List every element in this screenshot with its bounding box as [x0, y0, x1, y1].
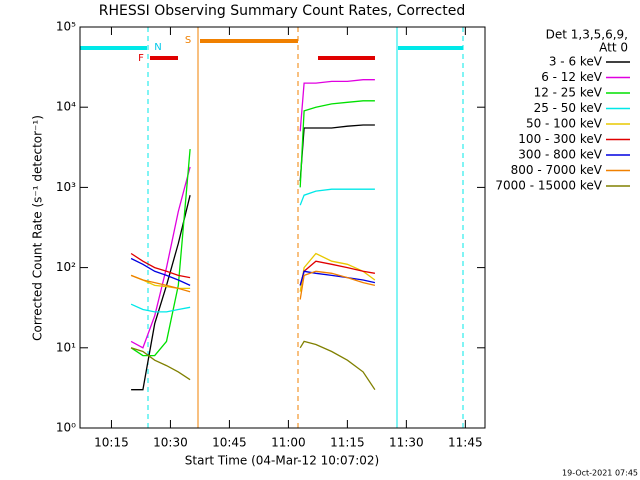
- legend-label: 25 - 50 keV: [534, 101, 603, 115]
- plot-frame: [79, 26, 486, 429]
- legend-title: Att 0: [599, 41, 628, 55]
- y-tick-label: 10⁵: [56, 20, 76, 34]
- y-tick-label: 10¹: [56, 340, 76, 354]
- series-line: [130, 100, 375, 357]
- x-tick-label: 11:15: [330, 436, 365, 450]
- x-axis-label: Start Time (04-Mar-12 10:07:02): [185, 454, 379, 468]
- annotation: N: [154, 42, 161, 53]
- y-tick-label: 10⁴: [56, 100, 76, 114]
- series-line: [130, 188, 375, 313]
- x-tick-label: 11:00: [271, 436, 306, 450]
- y-tick-label: 10²: [56, 260, 76, 274]
- y-tick-label: 10⁰: [56, 421, 76, 435]
- legend-label: 50 - 100 keV: [526, 117, 603, 131]
- legend-title: Det 1,3,5,6,9,: [546, 28, 628, 42]
- chart-title: RHESSI Observing Summary Count Rates, Co…: [99, 3, 465, 19]
- legend-label: 7000 - 15000 keV: [495, 179, 602, 193]
- x-tick-label: 10:30: [153, 436, 188, 450]
- series-line: [131, 124, 375, 391]
- legend-label: 3 - 6 keV: [549, 55, 603, 69]
- x-tick-label: 10:45: [212, 436, 247, 450]
- legend-label: 6 - 12 keV: [541, 70, 603, 84]
- x-tick-label: 11:45: [448, 436, 483, 450]
- legend-label: 300 - 800 keV: [518, 148, 602, 162]
- legend-label: 800 - 7000 keV: [511, 163, 603, 177]
- series-line: [130, 257, 376, 286]
- x-tick-label: 10:15: [94, 436, 129, 450]
- annotation: F: [138, 53, 144, 64]
- flags: [80, 27, 464, 428]
- annotation: S: [185, 35, 191, 46]
- series-line: [130, 270, 376, 300]
- timestamp: 19-Oct-2021 07:45: [562, 469, 638, 478]
- x-tick-label: 11:30: [389, 436, 424, 450]
- y-axis-label: Corrected Count Rate (s⁻¹ detector⁻¹): [31, 115, 45, 341]
- legend-label: 12 - 25 keV: [534, 86, 603, 100]
- y-tick-label: 10³: [56, 180, 76, 194]
- legend-label: 100 - 300 keV: [518, 132, 602, 146]
- series-line: [130, 340, 376, 391]
- series-line: [130, 79, 375, 349]
